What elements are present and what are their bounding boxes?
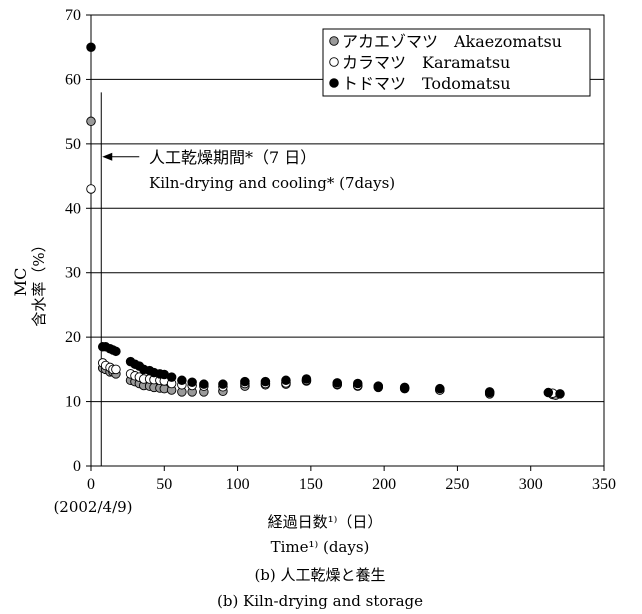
x-tick-label: 150 — [299, 476, 323, 493]
caption-en: (b) Kiln-drying and storage — [217, 592, 423, 610]
x-tick-label: 350 — [592, 476, 616, 493]
data-point — [484, 387, 495, 398]
data-point — [187, 377, 197, 387]
x-tick-label: 0 — [87, 476, 95, 493]
kiln-drying-annotation: 人工乾燥期間*（7 日） Kiln-drying and cooling* (7d… — [100, 92, 395, 466]
legend-label: トドマツ Todomatsu — [342, 74, 511, 93]
data-points — [86, 42, 565, 400]
data-point — [240, 376, 250, 387]
data-point — [86, 116, 96, 127]
y-tick-label: 60 — [65, 71, 81, 88]
x-start-date-note: (2002/4/9) — [53, 498, 132, 516]
y-tick-label: 40 — [65, 200, 81, 217]
data-point — [86, 184, 96, 194]
data-point — [218, 379, 228, 389]
y-tick-label: 70 — [65, 7, 81, 24]
y-tick-label: 30 — [65, 265, 81, 282]
grid-lines — [91, 78, 604, 403]
data-point — [399, 382, 410, 393]
data-point — [281, 375, 291, 386]
y-axis-label-jp: 含水率（%） — [30, 237, 48, 326]
y-axis-ticks: 0 10 20 30 40 50 60 70 — [65, 7, 91, 475]
x-tick-label: 250 — [445, 476, 469, 493]
data-point — [111, 346, 121, 357]
data-point — [177, 375, 187, 386]
x-axis-label-en: Time¹⁾ (days) — [271, 538, 370, 556]
data-point — [111, 364, 121, 375]
legend-box — [322, 28, 591, 97]
data-point — [555, 389, 565, 399]
x-axis-ticks: 0 50 100 150 200 250 300 350 — [87, 466, 616, 493]
y-tick-label: 20 — [65, 329, 81, 346]
y-axis-label-en: MC — [11, 268, 30, 297]
data-point — [301, 374, 312, 384]
series-2 — [86, 42, 565, 399]
x-tick-label: 100 — [226, 476, 250, 493]
data-point — [435, 383, 445, 394]
data-point — [260, 376, 271, 387]
legend-marker — [329, 78, 339, 88]
x-tick-label: 200 — [372, 476, 396, 493]
x-tick-label: 50 — [156, 476, 172, 493]
annotation-arrow-head — [102, 152, 113, 161]
data-point — [353, 378, 363, 389]
y-tick-label: 50 — [65, 136, 81, 153]
x-axis-label-jp: 経過日数¹⁾（日） — [268, 513, 383, 531]
legend-marker — [329, 36, 339, 46]
legend-label: カラマツ Karamatsu — [342, 53, 510, 72]
legend-label: アカエゾマツ Akaezomatsu — [342, 32, 562, 51]
y-tick-label: 0 — [73, 458, 81, 475]
legend: アカエゾマツ Akaezomatsu カラマツ Karamatsu トドマツ Tod… — [322, 28, 591, 97]
plot-frame — [90, 14, 605, 467]
series-1 — [86, 184, 558, 398]
caption-jp: (b) 人工乾燥と養生 — [254, 566, 385, 584]
annotation-text-en: Kiln-drying and cooling* (7days) — [149, 174, 395, 192]
x-tick-label: 300 — [519, 476, 543, 493]
data-point — [373, 381, 384, 391]
data-point — [86, 42, 96, 52]
data-point — [543, 387, 554, 398]
data-point — [166, 372, 177, 382]
data-point — [199, 379, 209, 389]
annotation-text-jp: 人工乾燥期間*（7 日） — [149, 148, 316, 167]
y-tick-label: 10 — [65, 394, 81, 411]
legend-marker — [329, 57, 339, 67]
data-point — [332, 378, 342, 388]
